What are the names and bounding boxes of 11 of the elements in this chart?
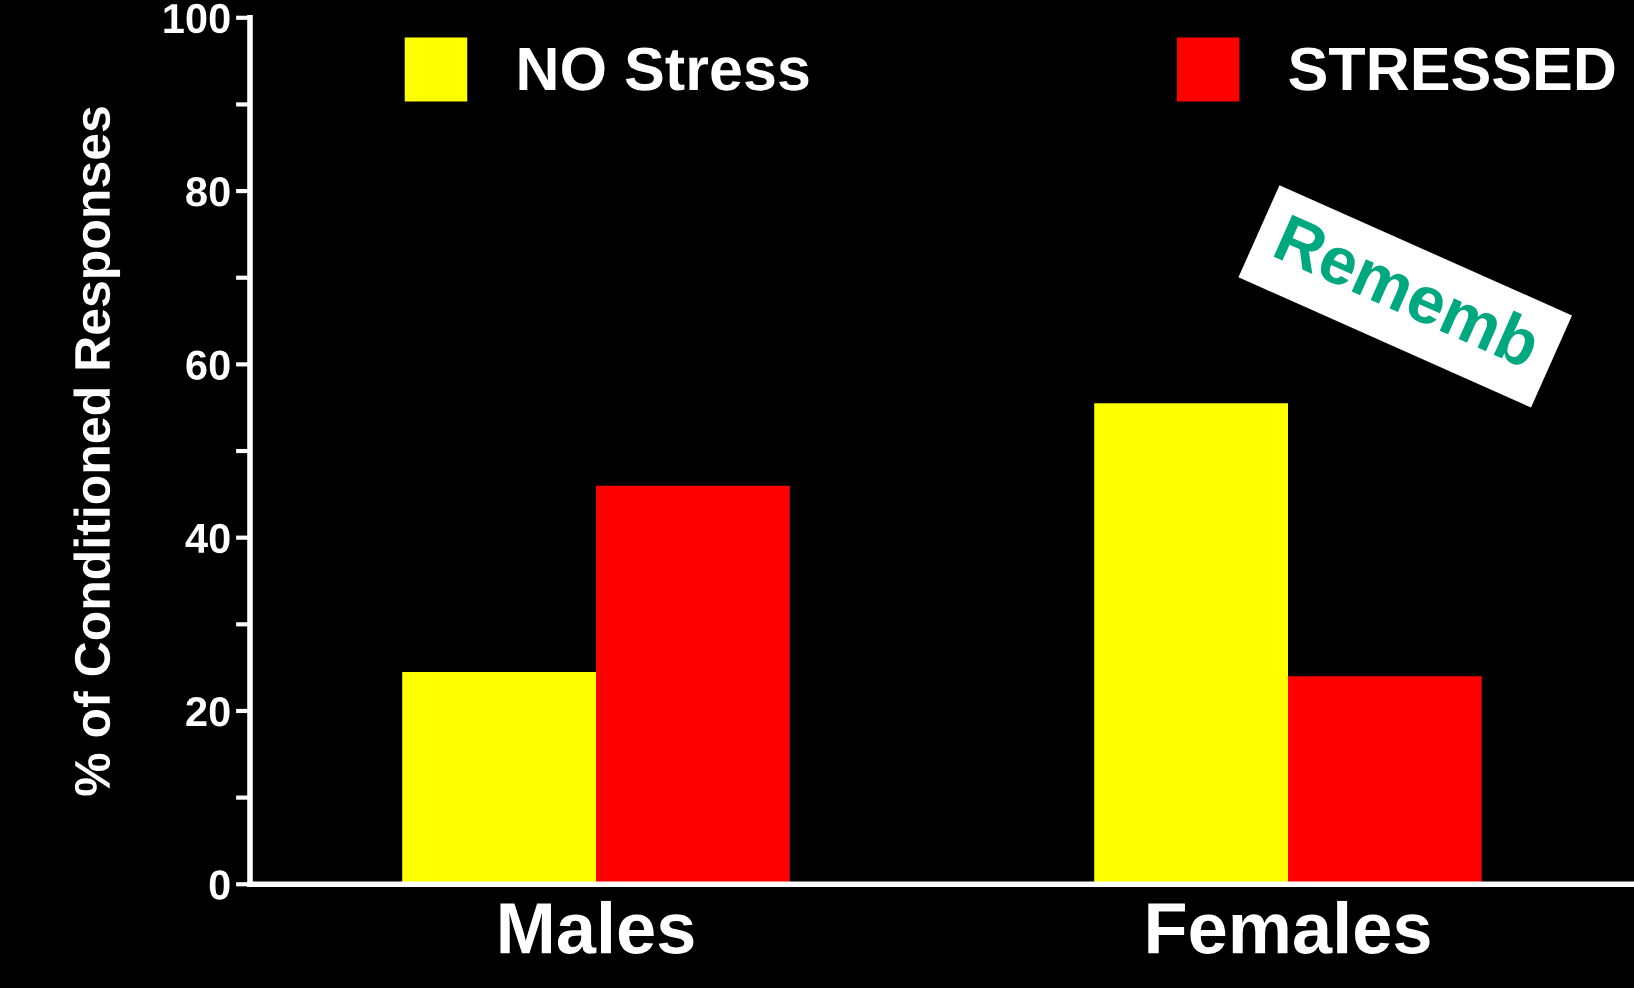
y-tick-label: 80 xyxy=(186,177,230,207)
y-tick-label: 60 xyxy=(186,350,230,380)
x-tick-label: Females xyxy=(1148,900,1430,954)
y-axis-title: % of Conditioned Responses xyxy=(73,107,121,796)
x-tick-label: Males xyxy=(500,900,694,954)
y-tick-label: 0 xyxy=(209,870,230,900)
legend-label: NO Stress xyxy=(519,47,809,91)
y-tick-label: 40 xyxy=(185,523,230,554)
legend-label: STRESSED xyxy=(1289,47,1615,91)
y-tick-label: 100 xyxy=(164,3,230,34)
y-tick-label: 20 xyxy=(186,696,230,727)
